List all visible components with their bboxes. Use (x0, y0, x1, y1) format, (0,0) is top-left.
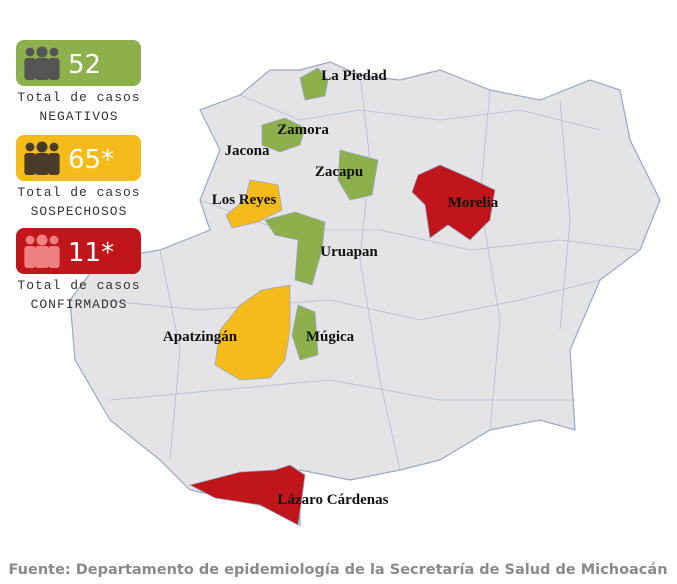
person-icon (35, 153, 49, 175)
person-icon (49, 47, 59, 57)
person-icon (48, 246, 60, 268)
place-label: Zamora (277, 122, 329, 138)
legend-line: Total de casos (17, 90, 140, 105)
place-label: Morelia (448, 195, 499, 211)
person-icon (25, 142, 35, 152)
legend-line: Total de casos (17, 185, 140, 200)
regions (188, 67, 496, 526)
person-icon (35, 58, 49, 80)
place-label: Uruapan (320, 244, 378, 260)
place-label: La Piedad (321, 68, 387, 84)
legend-count: 11* (68, 238, 114, 268)
person-icon (24, 153, 36, 175)
person-icon (36, 141, 48, 153)
state-outline (69, 61, 661, 526)
place-label: Lázaro Cárdenas (278, 492, 389, 508)
person-icon (36, 46, 48, 58)
place-label: Zacapu (315, 164, 363, 180)
region-confirmed (188, 464, 306, 526)
region-negative (291, 304, 319, 361)
person-icon (24, 246, 36, 268)
region-negative (299, 67, 329, 101)
source: Fuente: Departamento de epidemiología de… (8, 562, 667, 578)
region-negative (261, 117, 306, 153)
person-icon (25, 47, 35, 57)
person-icon (49, 235, 59, 245)
place-label: Los Reyes (212, 192, 277, 208)
municipal-borders (99, 74, 641, 471)
region-confirmed (411, 164, 496, 241)
legend-count: 65* (68, 145, 114, 175)
place-label: Jacona (225, 143, 271, 159)
region-suspect (214, 284, 291, 381)
person-icon (48, 58, 60, 80)
person-icon (35, 246, 49, 268)
person-icon (36, 234, 48, 246)
place-label: Múgica (306, 329, 355, 345)
place-label: Apatzingán (163, 329, 238, 345)
region-negative (337, 149, 379, 201)
legend-line: SOSPECHOSOS (31, 204, 128, 219)
person-icon (48, 153, 60, 175)
person-icon (24, 58, 36, 80)
legend-line: NEGATIVOS (39, 109, 118, 124)
legend-line: Total de casos (17, 278, 140, 293)
person-icon (25, 235, 35, 245)
legend-line: CONFIRMADOS (31, 297, 128, 312)
legend-count: 52 (68, 50, 101, 80)
region-suspect (225, 179, 283, 229)
person-icon (49, 142, 59, 152)
region-negative (264, 211, 326, 286)
